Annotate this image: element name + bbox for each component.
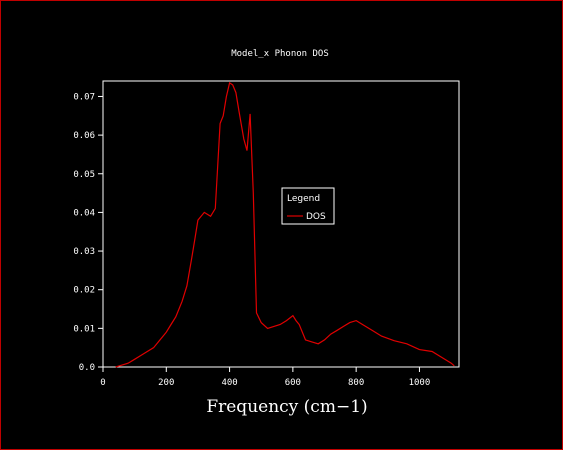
y-tick-label: 0.05 [73,170,95,180]
legend-title: Legend [287,194,320,204]
x-tick-label: 0 [100,378,105,388]
x-tick-label: 400 [221,378,237,388]
legend-box [281,187,335,225]
y-tick-label: 0.01 [73,324,95,334]
y-tick-label: 0.03 [73,247,95,257]
chart-title: Model_x Phonon DOS [231,49,329,59]
x-tick-label: 800 [348,378,364,388]
y-axis: 0.0 0.01 0.02 0.03 0.04 0.05 0.06 0.07 [73,92,103,373]
x-tick-label: 600 [285,378,301,388]
x-tick-label: 1000 [409,378,431,388]
y-tick-label: 0.04 [73,208,95,218]
plot-area [102,80,460,368]
y-tick-label: 0.07 [73,92,95,102]
x-axis-label: Frequency (cm−1) [206,397,367,417]
x-tick-label: 200 [158,378,174,388]
y-tick-label: 0.02 [73,286,95,296]
legend-entry-dos: DOS [306,212,326,222]
legend: Legend DOS [281,187,335,225]
y-tick-label: 0.06 [73,131,95,141]
y-tick-label: 0.0 [79,363,95,373]
x-axis: 0 200 400 600 800 1000 [100,367,430,388]
series-line-dos [115,81,455,368]
